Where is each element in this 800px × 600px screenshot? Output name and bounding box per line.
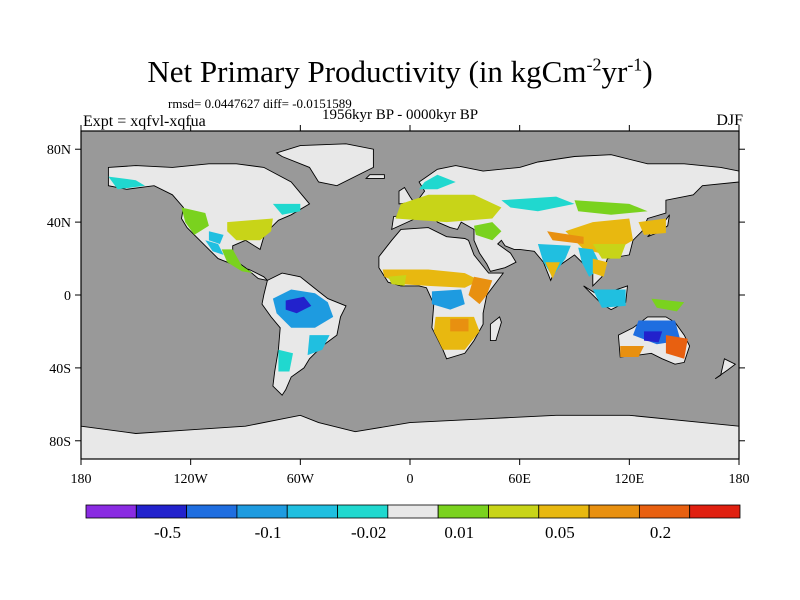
map-axes: 180 120W 60W 0 60E 120E 180 80N 40N 0 40S 80S xyxy=(47,125,750,487)
x-tick-label: 60W xyxy=(287,472,315,487)
colorbar-swatch xyxy=(85,504,137,519)
colorbar-label: 0.01 xyxy=(444,523,474,542)
title-exponent-1: -2 xyxy=(586,54,602,75)
region-siberia-strip xyxy=(574,200,648,215)
region-us-sw xyxy=(208,231,224,244)
colorbar-label: 0.05 xyxy=(545,523,575,542)
colorbar-swatch xyxy=(236,504,288,519)
x-tick-label: 120W xyxy=(174,472,209,487)
region-patagonia xyxy=(278,349,293,372)
region-amazon-core xyxy=(285,296,312,314)
region-himalaya xyxy=(547,231,584,244)
x-tick-label: 180 xyxy=(729,472,750,487)
title-main: Net Primary Productivity (in kgCm xyxy=(147,54,587,89)
region-aus-central xyxy=(644,331,663,343)
period-label: 1956kyr BP - 0000kyr BP xyxy=(322,107,479,123)
x-tick-label: 180 xyxy=(71,472,92,487)
colorbar: -0.5 -0.1 -0.02 0.01 0.05 0.2 xyxy=(85,504,741,542)
region-new-zealand xyxy=(714,358,737,380)
title-end: ) xyxy=(642,54,653,89)
title-mid: yr xyxy=(601,54,628,89)
colorbar-swatch xyxy=(638,504,691,519)
region-middle-east xyxy=(474,222,502,241)
colorbar-swatch xyxy=(538,504,590,519)
region-west-africa xyxy=(388,275,407,286)
y-tick-label: 40S xyxy=(49,362,71,377)
region-indochina xyxy=(592,258,608,277)
y-tick-label: 80N xyxy=(47,143,71,158)
region-alaska xyxy=(108,176,145,190)
colorbar-swatch xyxy=(337,504,389,519)
x-tick-label: 0 xyxy=(407,472,414,487)
region-us-east xyxy=(227,218,273,241)
colorbar-swatch xyxy=(437,504,489,519)
colorbar-swatch xyxy=(588,504,640,519)
region-central-america xyxy=(221,249,253,274)
region-india-south xyxy=(545,262,560,279)
colorbar-swatch xyxy=(135,504,188,519)
chart-title: Net Primary Productivity (in kgCm-2yr-1) xyxy=(0,52,800,92)
region-zambia xyxy=(450,318,469,332)
colorbar-label: -0.02 xyxy=(351,523,386,542)
region-europe xyxy=(395,194,502,223)
region-eurasia xyxy=(391,154,739,287)
colorbar-label: 0.2 xyxy=(650,523,671,542)
region-congo xyxy=(431,289,465,310)
colorbar-label: -0.5 xyxy=(154,523,181,542)
region-iceland xyxy=(365,174,385,179)
colorbar-label: -0.1 xyxy=(255,523,282,542)
region-indonesia xyxy=(592,289,626,308)
region-brazil-south xyxy=(307,335,330,356)
season-label: DJF xyxy=(716,112,743,129)
region-japan-korea xyxy=(638,218,666,235)
region-canada-east xyxy=(272,203,301,215)
region-new-guinea xyxy=(651,298,685,312)
colorbar-swatch xyxy=(488,504,540,519)
colorbar-swatch xyxy=(689,504,741,519)
experiment-label: Expt = xqfvl-xqfua xyxy=(83,113,206,130)
region-china-south xyxy=(592,244,626,259)
region-us-west xyxy=(181,207,209,235)
y-tick-label: 40N xyxy=(47,216,71,231)
region-antarctica xyxy=(81,414,739,459)
colorbar-swatch xyxy=(186,504,238,519)
region-india xyxy=(537,244,571,277)
x-tick-label: 120E xyxy=(615,472,645,487)
region-mexico-dry xyxy=(205,240,224,255)
colorbar-swatch xyxy=(387,504,439,519)
region-madagascar xyxy=(489,316,502,342)
region-russia-south xyxy=(501,196,575,212)
region-aus-east xyxy=(665,335,688,359)
map-area xyxy=(81,131,739,459)
region-sahel xyxy=(382,269,480,288)
x-tick-label: 60E xyxy=(508,472,531,487)
stats-label: rmsd= 0.0447627 diff= -0.0151589 xyxy=(168,96,352,111)
region-greenland xyxy=(275,143,374,187)
region-aus-sw xyxy=(620,346,644,357)
colorbar-swatch xyxy=(286,504,338,519)
y-tick-label: 80S xyxy=(49,435,71,450)
region-east-africa xyxy=(468,276,493,305)
title-exponent-2: -1 xyxy=(627,54,643,75)
region-scandinavia xyxy=(419,174,456,190)
y-tick-label: 0 xyxy=(64,289,71,304)
